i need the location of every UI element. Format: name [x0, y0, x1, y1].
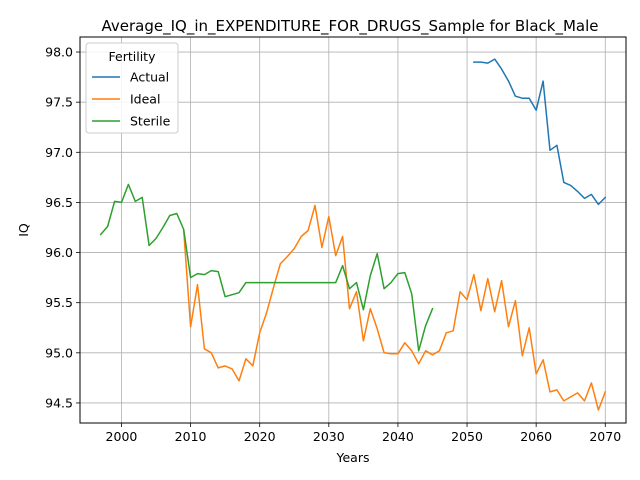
x-tick-label: 2020	[244, 429, 276, 444]
legend-title: Fertility	[109, 49, 157, 64]
y-tick-label: 98.0	[45, 45, 73, 60]
chart-title: Average_IQ_in_EXPENDITURE_FOR_DRUGS_Samp…	[102, 17, 599, 36]
y-axis-title: IQ	[16, 223, 31, 237]
x-tick-label: 2060	[520, 429, 552, 444]
y-tick-label: 95.5	[45, 295, 73, 310]
y-tick-label: 96.5	[45, 195, 73, 210]
legend-label-sterile: Sterile	[130, 114, 171, 129]
legend-label-actual: Actual	[130, 70, 169, 85]
series-line-actual	[473, 58, 607, 206]
x-axis-title: Years	[336, 450, 370, 465]
x-tick-label: 2050	[451, 429, 483, 444]
y-tick-label: 97.5	[45, 95, 73, 110]
legend-entries: Actual Ideal Sterile	[92, 70, 171, 129]
x-tick-label: 2010	[175, 429, 207, 444]
legend-label-ideal: Ideal	[130, 92, 160, 107]
y-tick-label: 94.5	[45, 395, 73, 410]
grid	[80, 37, 626, 423]
series-line-sterile	[99, 183, 434, 352]
y-tick-label: 95.0	[45, 345, 73, 360]
legend: Fertility Actual Ideal Sterile	[85, 42, 179, 134]
axis-ticks: 2000 2010 2020 2030 2040 2050 2060 2070 94.5 95.0…	[45, 45, 621, 444]
series-lines	[99, 58, 607, 411]
x-tick-label: 2040	[382, 429, 414, 444]
x-tick-label: 2030	[313, 429, 345, 444]
series-line-ideal	[182, 204, 607, 411]
y-tick-label: 97.0	[45, 145, 73, 160]
legend-box	[85, 42, 179, 134]
x-tick-label: 2070	[589, 429, 621, 444]
y-tick-label: 96.0	[45, 245, 73, 260]
x-tick-label: 2000	[106, 429, 138, 444]
plot-frame	[79, 36, 627, 424]
